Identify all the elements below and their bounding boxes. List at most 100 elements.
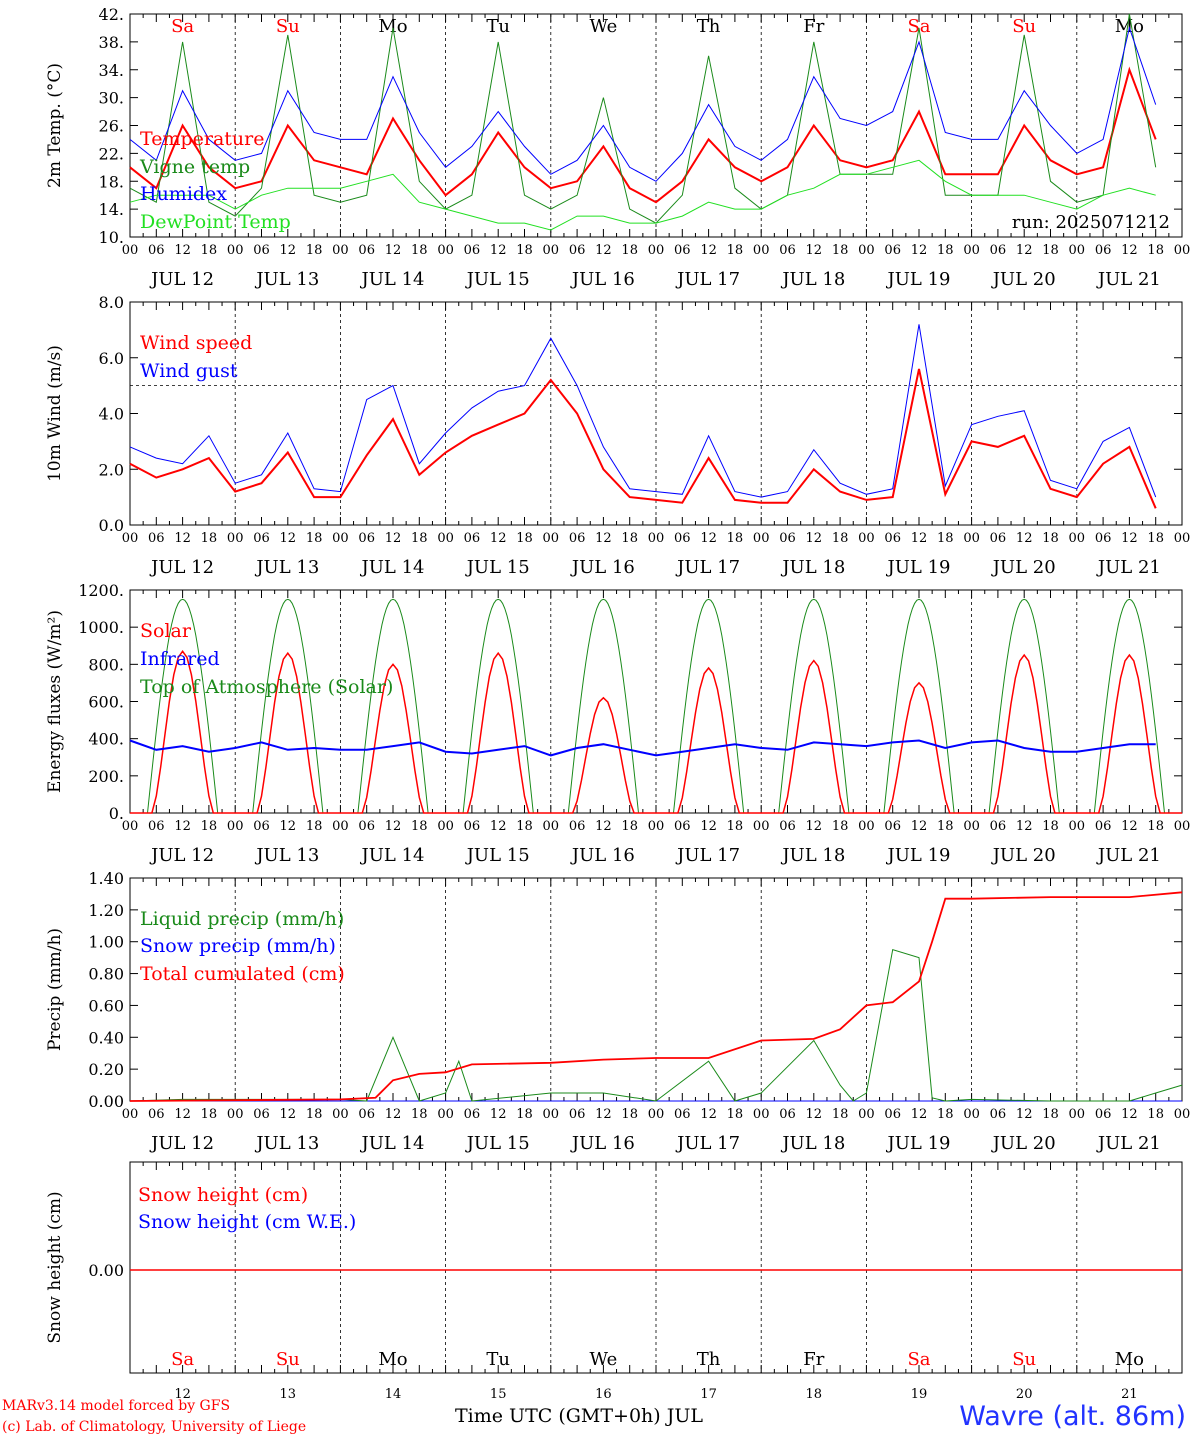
y-tick-label: 0.80	[88, 965, 124, 984]
x-hour-label: 18	[411, 819, 428, 834]
x-hour-label: 06	[464, 819, 481, 834]
x-hour-label: 12	[700, 1107, 717, 1122]
x-day-label: JUL 14	[360, 845, 425, 866]
x-hour-label: 06	[884, 819, 901, 834]
y-axis-label: 10m Wind (m/s)	[45, 345, 65, 482]
weekday-label: We	[590, 1349, 618, 1370]
x-hour-label: 18	[306, 1107, 323, 1122]
station-name: Wavre (alt. 86m)	[959, 1401, 1186, 1432]
day-number-label: 13	[280, 1387, 297, 1402]
x-hour-label: 06	[358, 819, 375, 834]
x-hour-label: 06	[1095, 819, 1112, 834]
x-hour-label: 00	[122, 819, 139, 834]
x-hour-label: 12	[174, 531, 191, 546]
x-hour-label: 12	[280, 1107, 297, 1122]
footer-model: MARv3.14 model forced by GFS	[2, 1398, 231, 1414]
x-hour-label: 00	[1069, 819, 1086, 834]
x-hour-label: 06	[884, 531, 901, 546]
weekday-label: Th	[697, 16, 721, 37]
x-day-label: JUL 15	[465, 1133, 530, 1154]
y-tick-label: 0.00	[88, 1261, 124, 1280]
x-day-label: JUL 12	[149, 1133, 214, 1154]
day-number-label: 20	[1016, 1387, 1033, 1402]
x-hour-label: 18	[516, 1107, 533, 1122]
x-hour-label: 06	[569, 1107, 586, 1122]
x-hour-label: 18	[832, 1107, 849, 1122]
x-day-label: JUL 15	[465, 269, 530, 290]
x-day-label: JUL 21	[1096, 845, 1161, 866]
x-hour-label: 00	[858, 1107, 875, 1122]
x-hour-label: 12	[911, 1107, 928, 1122]
day-number-label: 12	[174, 1387, 191, 1402]
legend-entry: Wind speed	[140, 332, 252, 354]
x-hour-label: 18	[621, 1107, 638, 1122]
y-axis-label: 2m Temp. (°C)	[45, 63, 65, 188]
x-hour-label: 00	[963, 819, 980, 834]
legend-entry: Temperature	[140, 128, 264, 150]
x-hour-label: 18	[621, 243, 638, 258]
x-hour-label: 00	[1069, 243, 1086, 258]
x-hour-label: 00	[858, 243, 875, 258]
x-hour-label: 00	[543, 531, 560, 546]
panel-1	[129, 13, 1183, 238]
x-hour-label: 18	[306, 243, 323, 258]
x-hour-label: 00	[858, 531, 875, 546]
x-hour-label: 12	[911, 531, 928, 546]
x-day-label: JUL 21	[1096, 269, 1161, 290]
x-day-label: JUL 16	[570, 269, 635, 290]
x-hour-label: 00	[437, 1107, 454, 1122]
x-hour-label: 18	[832, 819, 849, 834]
x-hour-label: 00	[648, 1107, 665, 1122]
x-hour-label: 18	[1147, 1107, 1164, 1122]
legend-entry: Humidex	[140, 183, 227, 205]
panel-3	[129, 589, 1183, 814]
x-hour-label: 06	[674, 531, 691, 546]
x-hour-label: 18	[1147, 531, 1164, 546]
x-hour-label: 18	[937, 531, 954, 546]
x-hour-label: 12	[700, 531, 717, 546]
x-hour-label: 18	[1147, 243, 1164, 258]
x-day-label: JUL 18	[780, 557, 845, 578]
x-hour-label: 00	[332, 243, 349, 258]
legend-entry: Wind gust	[140, 360, 238, 382]
x-hour-label: 12	[280, 819, 297, 834]
x-hour-label: 00	[1174, 531, 1191, 546]
x-hour-label: 12	[911, 243, 928, 258]
x-hour-label: 06	[674, 243, 691, 258]
series-line-liquid	[129, 949, 1183, 1102]
x-hour-label: 12	[595, 531, 612, 546]
x-day-label: JUL 13	[254, 557, 319, 578]
y-tick-label: 38.	[99, 33, 124, 52]
series-line-vigne-temp	[129, 13, 1157, 224]
x-hour-label: 00	[543, 1107, 560, 1122]
x-hour-label: 00	[227, 531, 244, 546]
x-hour-label: 00	[648, 819, 665, 834]
x-hour-label: 06	[464, 1107, 481, 1122]
x-day-label: JUL 17	[675, 269, 740, 290]
weekday-label: Su	[1012, 16, 1036, 37]
x-hour-label: 00	[437, 819, 454, 834]
x-hour-label: 18	[516, 243, 533, 258]
y-tick-label: 0.	[109, 804, 124, 823]
y-tick-label: 1.20	[88, 901, 124, 920]
weekday-label: Sa	[907, 1349, 930, 1370]
y-tick-label: 600.	[88, 693, 124, 712]
y-tick-label: 8.0	[99, 293, 124, 312]
weekday-label: Fr	[803, 1349, 824, 1370]
x-hour-label: 00	[648, 531, 665, 546]
x-hour-label: 00	[963, 531, 980, 546]
y-tick-label: 1.00	[88, 933, 124, 952]
x-hour-label: 06	[253, 1107, 270, 1122]
x-day-label: JUL 15	[465, 845, 530, 866]
x-hour-label: 06	[990, 1107, 1007, 1122]
legend-entry: Infrared	[140, 648, 220, 670]
weekday-label: Fr	[803, 16, 824, 37]
x-hour-label: 12	[490, 531, 507, 546]
x-hour-label: 12	[385, 243, 402, 258]
legend-entry: Solar	[140, 620, 192, 642]
weekday-label: Su	[276, 16, 300, 37]
x-hour-label: 06	[990, 531, 1007, 546]
x-hour-label: 06	[569, 243, 586, 258]
x-hour-label: 18	[411, 531, 428, 546]
x-hour-label: 06	[884, 1107, 901, 1122]
